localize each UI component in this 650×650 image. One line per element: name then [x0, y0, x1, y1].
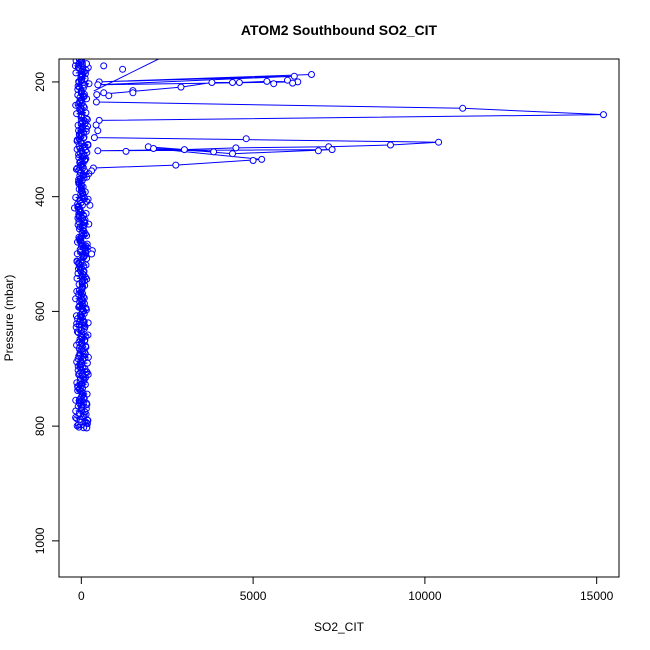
data-point — [79, 254, 87, 262]
data-point — [72, 101, 80, 109]
y-axis-label: Pressure (mbar) — [2, 275, 16, 362]
x-axis: 0 5000 10000 15000 — [78, 576, 614, 603]
x-axis-label: SO2_CIT — [314, 620, 365, 634]
data-point — [328, 146, 336, 154]
data-point — [242, 135, 250, 143]
data-point — [90, 134, 98, 142]
series-line — [91, 74, 604, 172]
data-point — [85, 80, 93, 88]
data-point — [232, 144, 240, 152]
y-tick-label: 600 — [33, 301, 47, 321]
data-point — [93, 91, 101, 99]
data-point — [73, 250, 81, 258]
data-point — [73, 328, 81, 336]
data-point — [72, 414, 80, 421]
data-point — [290, 72, 298, 80]
data-point — [284, 76, 291, 84]
data-point — [180, 146, 188, 154]
data-point — [75, 213, 83, 221]
chart-title: ATOM2 Southbound SO2_CIT — [241, 22, 438, 38]
data-point — [177, 83, 185, 91]
data-point — [73, 274, 81, 282]
data-point — [289, 79, 297, 87]
data-point — [94, 81, 102, 89]
data-point — [75, 397, 83, 405]
data-point — [105, 92, 113, 100]
data-point — [270, 80, 278, 88]
x-tick-label: 10000 — [408, 589, 442, 603]
y-tick-label: 800 — [33, 416, 47, 436]
data-point — [80, 424, 88, 432]
y-tick-label: 400 — [33, 186, 47, 206]
data-point — [210, 148, 218, 156]
plot-frame — [58, 58, 620, 578]
data-point — [83, 420, 91, 428]
data-point — [75, 423, 83, 431]
data-point — [208, 79, 216, 86]
data-point — [74, 214, 82, 222]
data-point — [100, 62, 108, 70]
data-point — [77, 375, 84, 382]
data-point — [75, 154, 83, 162]
data-point — [92, 98, 100, 106]
data-point — [85, 220, 93, 228]
data-point — [92, 121, 100, 129]
data-point — [73, 415, 81, 423]
data-point — [129, 89, 137, 97]
data-point — [88, 250, 96, 258]
data-point — [73, 422, 81, 430]
data-point — [77, 113, 85, 121]
data-point — [81, 75, 89, 82]
data-point — [83, 232, 91, 240]
data-point — [75, 78, 83, 86]
data-point — [249, 157, 257, 164]
data-point — [308, 71, 315, 78]
data-point — [314, 147, 322, 155]
data-point — [235, 79, 243, 86]
data-point — [80, 143, 88, 151]
x-tick-label: 5000 — [240, 589, 267, 603]
data-point — [79, 224, 87, 232]
y-axis: 200 400 600 800 1000 — [33, 72, 60, 554]
data-point — [72, 407, 80, 415]
plot-area — [71, 59, 607, 432]
data-point — [73, 379, 81, 387]
data-point — [119, 65, 127, 73]
data-point — [263, 77, 271, 85]
data-point — [459, 104, 467, 112]
data-point — [435, 138, 443, 146]
series-line — [93, 59, 159, 92]
y-tick-label: 1000 — [33, 527, 47, 554]
data-point — [229, 150, 236, 158]
data-point — [150, 145, 157, 152]
data-point — [77, 104, 85, 112]
data-point — [94, 147, 102, 155]
data-point — [82, 332, 90, 340]
x-tick-label: 15000 — [580, 589, 614, 603]
data-point — [172, 161, 180, 169]
data-point — [74, 366, 82, 374]
data-point — [387, 141, 394, 149]
data-point — [94, 127, 102, 135]
data-point — [229, 79, 236, 86]
data-point — [122, 147, 130, 155]
data-point — [72, 69, 80, 77]
data-point — [100, 89, 108, 97]
y-tick-label: 200 — [33, 72, 47, 92]
data-point — [83, 401, 91, 409]
data-point — [600, 111, 607, 119]
x-tick-label: 0 — [78, 589, 85, 603]
data-point — [86, 201, 94, 209]
data-point — [75, 60, 83, 68]
data-point — [258, 155, 266, 163]
data-point — [82, 66, 90, 74]
data-point — [74, 329, 82, 337]
data-point — [77, 117, 85, 125]
data-point — [78, 401, 86, 409]
data-point — [76, 302, 84, 309]
